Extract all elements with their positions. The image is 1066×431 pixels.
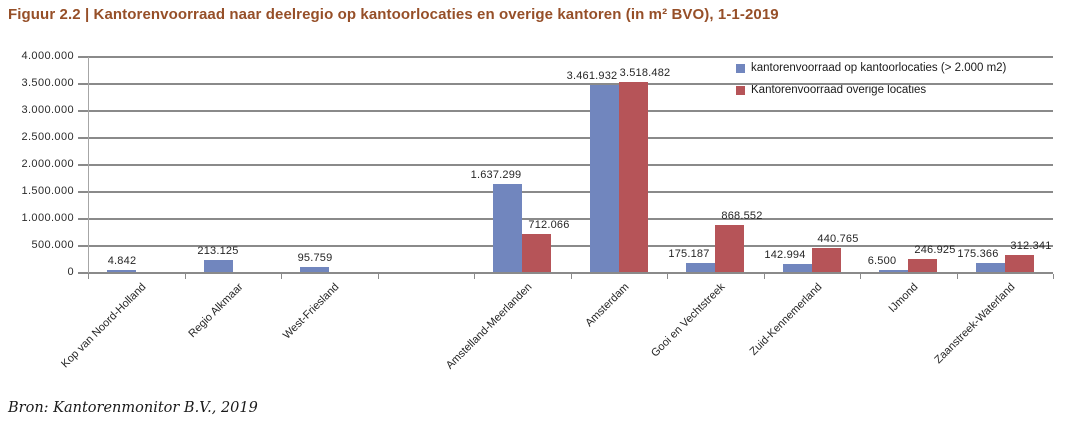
legend-item-kantoorlocaties: kantorenvoorraad op kantoorlocaties (> 2… — [736, 57, 1006, 79]
legend-swatch-red-icon — [736, 85, 745, 95]
figure-title: Figuur 2.2 | Kantorenvoorraad naar deelr… — [8, 6, 779, 23]
source-note: Bron: Kantorenmonitor B.V., 2019 — [8, 400, 258, 416]
value-label: 712.066 — [528, 219, 570, 231]
value-label: 175.366 — [957, 248, 999, 260]
x-axis-tick — [474, 274, 475, 279]
bar-kantoorlocaties-1 — [204, 260, 233, 272]
x-axis-tick — [378, 274, 379, 279]
value-label: 213.125 — [197, 245, 239, 257]
legend-label-kantoorlocaties: kantorenvoorraad op kantoorlocaties (> 2… — [751, 62, 1007, 74]
bar-kantoorlocaties-7 — [783, 264, 812, 272]
y-tick-label: 1.000.000 — [21, 212, 74, 224]
gridline — [78, 110, 1053, 112]
value-label: 142.994 — [764, 249, 806, 261]
value-label: 3.461.932 — [566, 70, 618, 82]
gridline — [78, 56, 1053, 58]
y-tick-label: 2.000.000 — [21, 158, 74, 170]
x-axis-tick — [860, 274, 861, 279]
x-axis-tick — [667, 274, 668, 279]
x-axis-tick — [764, 274, 765, 279]
value-label: 868.552 — [721, 210, 763, 222]
value-label: 312.341 — [1010, 240, 1052, 252]
gridline — [78, 164, 1053, 166]
y-tick-label: 2.500.000 — [21, 131, 74, 143]
gridline — [78, 272, 1053, 274]
x-axis-tick — [88, 274, 89, 279]
value-label: 440.765 — [817, 233, 859, 245]
bar-overige-8 — [908, 259, 937, 272]
bar-kantoorlocaties-9 — [976, 263, 1005, 272]
x-axis-tick — [1053, 274, 1054, 279]
bar-overige-7 — [812, 248, 841, 272]
value-label: 246.925 — [914, 244, 956, 256]
gridline — [78, 83, 1053, 85]
value-label: 3.518.482 — [619, 67, 671, 79]
y-tick-label: 500.000 — [31, 239, 74, 251]
y-tick-label: 4.000.000 — [21, 50, 74, 62]
gridline — [78, 191, 1053, 193]
bar-kantoorlocaties-4 — [493, 184, 522, 272]
y-axis-line — [88, 57, 89, 273]
y-tick-label: 0 — [67, 266, 74, 278]
value-label: 4.842 — [107, 255, 137, 267]
bar-kantoorlocaties-0 — [107, 270, 136, 272]
x-axis-tick — [281, 274, 282, 279]
bar-overige-6 — [715, 225, 744, 272]
x-axis-tick — [185, 274, 186, 279]
x-axis-tick — [957, 274, 958, 279]
legend-swatch-blue-icon — [736, 63, 745, 73]
bar-kantoorlocaties-8 — [879, 270, 908, 272]
value-label: 6.500 — [867, 255, 897, 267]
y-tick-label: 3.000.000 — [21, 104, 74, 116]
bar-kantoorlocaties-5 — [590, 85, 619, 272]
chart-legend: kantorenvoorraad op kantoorlocaties (> 2… — [736, 57, 1006, 101]
bar-overige-5 — [619, 82, 648, 272]
y-tick-label: 3.500.000 — [21, 77, 74, 89]
gridline — [78, 245, 1053, 247]
legend-label-overige-locaties: Kantorenvoorraad overige locaties — [751, 84, 927, 96]
y-tick-label: 1.500.000 — [21, 185, 74, 197]
bar-kantoorlocaties-2 — [300, 267, 329, 272]
value-label: 95.759 — [297, 252, 333, 264]
gridline — [78, 218, 1053, 220]
value-label: 1.637.299 — [470, 169, 522, 181]
bar-overige-4 — [522, 234, 551, 272]
bar-kantoorlocaties-6 — [686, 263, 715, 272]
bar-overige-9 — [1005, 255, 1034, 272]
legend-item-overige-locaties: Kantorenvoorraad overige locaties — [736, 79, 1006, 101]
x-axis-tick — [571, 274, 572, 279]
value-label: 175.187 — [668, 248, 710, 260]
gridline — [78, 137, 1053, 139]
